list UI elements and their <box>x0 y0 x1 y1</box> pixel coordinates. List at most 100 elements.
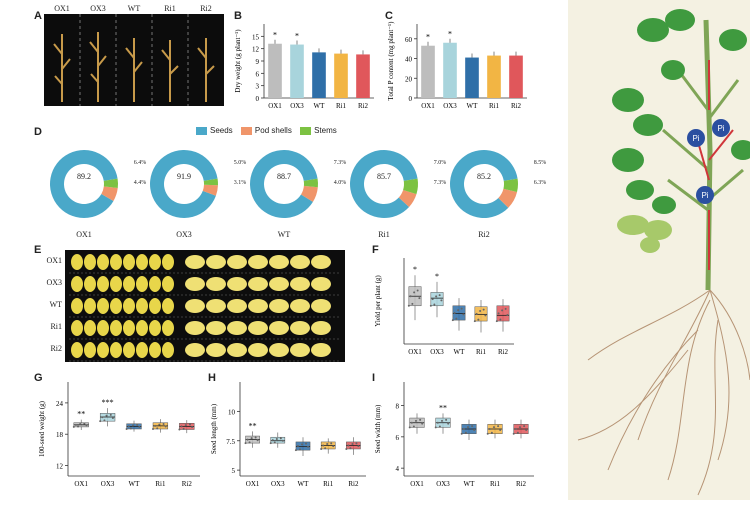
seed-top-view <box>311 321 331 335</box>
data-point <box>429 304 432 307</box>
x-tick-label: OX1 <box>268 102 282 110</box>
data-point <box>332 445 335 448</box>
data-point <box>457 309 460 312</box>
donut-slice-seeds <box>450 149 518 218</box>
chart-b-dry-weight: 0 3 6 9 12 15 Dry weight (g plant⁻¹) * OX1 * OX3 WT… <box>234 24 374 110</box>
data-point <box>324 447 327 450</box>
x-tick-label: Ri2 <box>511 102 522 110</box>
seed-top-view <box>311 343 331 357</box>
data-point <box>499 428 502 431</box>
bar-ox3 <box>290 44 304 98</box>
x-tick-label: Ri2 <box>516 480 527 488</box>
plant-photo-drawing <box>53 14 215 106</box>
data-point <box>455 317 458 320</box>
seed-side-view <box>123 320 135 336</box>
panel-letter-f: F <box>372 244 379 256</box>
data-point <box>460 432 463 435</box>
seed-top-view <box>248 299 268 313</box>
data-point <box>307 445 310 448</box>
data-point <box>482 308 485 311</box>
y-tick-label: 8 <box>396 403 400 411</box>
data-point <box>357 445 360 448</box>
seed-top-view <box>206 343 226 357</box>
seed-top-view <box>269 277 289 291</box>
donut-center-ri2: 85.2 <box>477 172 491 181</box>
seed-side-view <box>110 254 122 270</box>
panel-a-label-ox3: OX3 <box>90 4 106 13</box>
data-point <box>131 424 134 427</box>
significance-marker: ** <box>77 410 85 419</box>
data-point <box>447 422 450 425</box>
chart-h-seed-length: 5 7.5 10 Seed length (mm) ** OX1 OX3 WT Ri1 Ri2 <box>210 382 366 488</box>
seed-side-view <box>136 342 148 358</box>
data-point <box>492 426 495 429</box>
seed-side-view <box>71 276 83 292</box>
significance-marker: * <box>448 30 452 39</box>
data-point <box>345 447 348 450</box>
data-point <box>462 428 465 430</box>
seed-side-view <box>136 254 148 270</box>
donut-slice-pods <box>398 189 417 207</box>
seed-side-view <box>123 276 135 292</box>
data-point <box>188 423 191 426</box>
seed-top-view <box>185 255 205 269</box>
data-point <box>349 447 352 450</box>
significance-marker: * <box>413 265 417 274</box>
donut-slice-stems <box>303 178 319 188</box>
seed-side-view <box>71 254 83 270</box>
data-point <box>501 309 504 312</box>
seed-top-view <box>290 343 310 357</box>
x-tick-label: OX1 <box>421 102 435 110</box>
bar-ox1 <box>421 45 435 98</box>
seed-side-view <box>97 342 109 358</box>
plant-illustration: Pi Pi Pi <box>568 0 750 500</box>
data-point <box>506 313 509 316</box>
x-tick-label: Ri1 <box>490 480 501 488</box>
data-point <box>74 423 77 426</box>
data-point <box>419 418 422 421</box>
donut-slice-seeds <box>150 150 218 218</box>
significance-marker: * <box>426 33 430 42</box>
seed-top-view <box>248 321 268 335</box>
panel-letter-a: A <box>34 10 42 22</box>
seed-side-view <box>136 320 148 336</box>
data-point <box>495 320 498 323</box>
data-point <box>460 307 463 310</box>
y-axis-title: Yield per plant (g) <box>374 275 382 327</box>
seed-top-view <box>269 255 289 269</box>
donut-slice-pods <box>101 186 118 201</box>
data-point <box>473 320 476 323</box>
data-point <box>305 442 308 445</box>
seed-side-view <box>149 320 161 336</box>
seed-top-view <box>248 343 268 357</box>
panel-e-label-ox3: OX3 <box>46 278 62 287</box>
bar-ri2 <box>509 55 523 98</box>
bar-wt <box>312 52 326 98</box>
seed-top-view <box>269 343 289 357</box>
donut-stem-ri2: 6.3% <box>533 180 547 186</box>
data-point <box>109 413 112 416</box>
seed-side-view <box>123 254 135 270</box>
donut-center-ri1: 85.7 <box>377 172 391 181</box>
seed-side-view <box>149 254 161 270</box>
panel-e-label-wt: WT <box>49 300 62 309</box>
seed-top-view <box>290 299 310 313</box>
y-tick-label: 12 <box>252 46 260 54</box>
panel-a-plant-photo: OX1 OX3 WT Ri1 Ri2 <box>44 4 224 106</box>
seed-top-view <box>185 299 205 313</box>
data-point <box>497 312 500 315</box>
x-tick-label: WT <box>298 480 310 488</box>
data-point <box>413 291 416 294</box>
donut-name-ri1: Ri1 <box>378 230 390 239</box>
seed-top-view <box>185 343 205 357</box>
data-point <box>330 442 333 445</box>
data-point <box>351 443 354 446</box>
data-point <box>85 424 88 427</box>
seed-side-view <box>71 342 83 358</box>
data-point <box>246 438 249 441</box>
data-point <box>440 299 443 302</box>
panel-letter-g: G <box>34 372 43 384</box>
data-point <box>125 428 128 430</box>
seed-side-view <box>162 342 174 358</box>
donut-name-ox1: OX1 <box>76 230 92 239</box>
